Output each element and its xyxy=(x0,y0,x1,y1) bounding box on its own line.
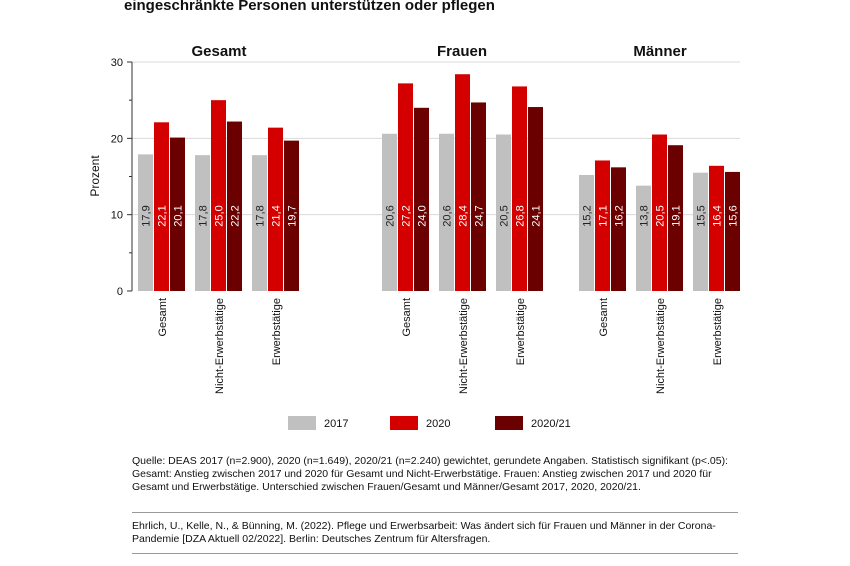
category-label: Nicht-Erwerbstätige xyxy=(214,298,226,394)
grouped-bar-chart: eingeschränkte Personen unterstützen ode… xyxy=(88,0,740,430)
legend-swatch xyxy=(288,416,316,430)
value-label: 22,1 xyxy=(157,205,169,226)
value-label: 24,0 xyxy=(417,205,429,226)
value-label: 22,2 xyxy=(230,205,242,226)
bars xyxy=(138,74,740,292)
y-tick-label: 0 xyxy=(117,286,123,298)
panel-title: Frauen xyxy=(437,43,487,60)
value-label: 20,6 xyxy=(442,205,454,226)
legend-swatch xyxy=(495,416,523,430)
bar xyxy=(284,140,299,291)
y-tick-label: 30 xyxy=(111,57,123,69)
divider-top xyxy=(132,512,738,513)
bar xyxy=(382,133,397,291)
bar xyxy=(512,86,527,291)
bar xyxy=(227,121,242,291)
value-label: 21,4 xyxy=(271,205,283,226)
bar xyxy=(668,145,683,291)
bar xyxy=(693,172,708,291)
category-label: Gesamt xyxy=(598,298,610,337)
bar xyxy=(455,74,470,291)
category-label: Erwerbstätige xyxy=(271,298,283,365)
bar xyxy=(595,160,610,291)
legend: 2017 2020 2020/21 xyxy=(288,416,571,430)
bar xyxy=(439,133,454,291)
category-label: Erwerbstätige xyxy=(712,298,724,365)
bar xyxy=(398,83,413,291)
value-label: 20,5 xyxy=(499,205,511,226)
panel-title: Gesamt xyxy=(191,43,246,60)
citation-note: Ehrlich, U., Kelle, N., & Bünning, M. (2… xyxy=(132,520,716,545)
chart-title: eingeschränkte Personen unterstützen ode… xyxy=(124,0,495,14)
category-label: Erwerbstätige xyxy=(515,298,527,365)
y-axis: Prozent 0 10 20 30 xyxy=(88,57,133,298)
labels: Gesamt 17,9 22,1 20,1 Gesamt 17,8 25,0 22,2 Nich… xyxy=(141,43,740,394)
bar xyxy=(195,155,210,291)
value-label: 20,5 xyxy=(655,205,667,226)
value-label: 24,1 xyxy=(531,205,543,226)
value-label: 27,2 xyxy=(401,205,413,226)
bar xyxy=(611,167,626,291)
bar xyxy=(579,174,594,291)
legend-label: 2020/21 xyxy=(531,418,571,430)
y-axis-title: Prozent xyxy=(88,155,102,197)
value-label: 24,7 xyxy=(474,205,486,226)
bar xyxy=(496,134,511,291)
bar xyxy=(154,122,169,291)
bar xyxy=(528,107,543,291)
value-label: 17,1 xyxy=(598,205,610,226)
bar xyxy=(725,171,740,291)
divider-bottom xyxy=(132,553,738,554)
value-label: 15,6 xyxy=(728,205,740,226)
value-label: 26,8 xyxy=(515,205,527,226)
y-tick-label: 10 xyxy=(111,210,123,222)
value-label: 20,1 xyxy=(173,205,185,226)
value-label: 15,5 xyxy=(696,205,708,226)
category-label: Gesamt xyxy=(157,298,169,337)
value-label: 17,9 xyxy=(141,205,153,226)
value-label: 28,4 xyxy=(458,205,470,226)
y-tick-label: 20 xyxy=(111,133,123,145)
bar xyxy=(471,102,486,291)
value-label: 20,6 xyxy=(385,205,397,226)
bar xyxy=(268,127,283,291)
value-label: 19,1 xyxy=(671,205,683,226)
value-label: 25,0 xyxy=(214,205,226,226)
source-note: Quelle: DEAS 2017 (n=2.900), 2020 (n=1.6… xyxy=(132,455,728,493)
value-label: 15,2 xyxy=(582,205,594,226)
bar xyxy=(652,134,667,291)
bar xyxy=(138,154,153,291)
bar xyxy=(709,165,724,291)
value-label: 16,2 xyxy=(614,205,626,226)
value-label: 16,4 xyxy=(712,205,724,226)
value-label: 17,8 xyxy=(255,205,267,226)
legend-label: 2020 xyxy=(426,418,450,430)
legend-label: 2017 xyxy=(324,418,348,430)
bar xyxy=(170,137,185,291)
value-label: 19,7 xyxy=(287,205,299,226)
value-label: 13,8 xyxy=(639,205,651,226)
legend-swatch xyxy=(390,416,418,430)
panel-title: Männer xyxy=(633,43,687,60)
bar xyxy=(211,100,226,292)
category-label: Gesamt xyxy=(401,298,413,337)
bar xyxy=(636,185,651,291)
bar xyxy=(252,155,267,291)
category-label: Nicht-Erwerbstätige xyxy=(458,298,470,394)
value-label: 17,8 xyxy=(198,205,210,226)
category-label: Nicht-Erwerbstätige xyxy=(655,298,667,394)
bar xyxy=(414,107,429,291)
